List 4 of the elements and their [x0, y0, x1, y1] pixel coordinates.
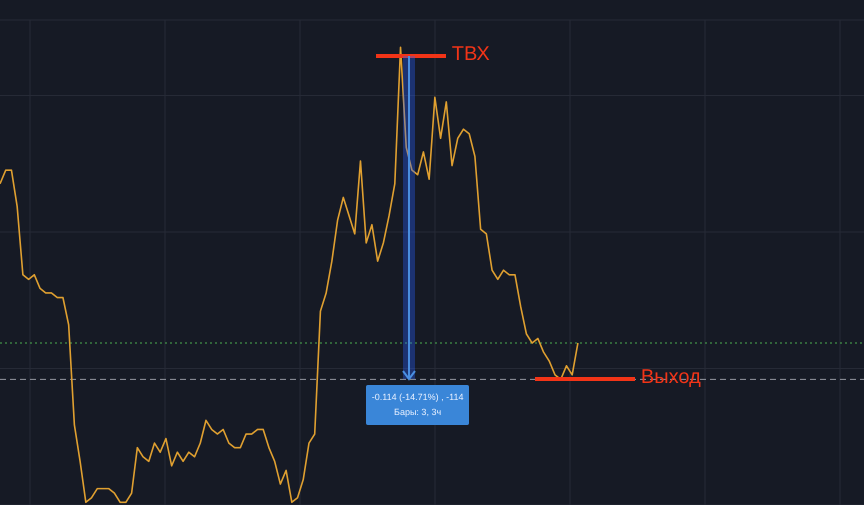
annotation: -0.114 (-14.71%) , -114 [372, 391, 464, 404]
annotation: Бары: 3, 3ч [393, 406, 442, 420]
ref-line-label: ТВХ [452, 43, 490, 66]
ref-line-label: Выход [640, 366, 701, 390]
